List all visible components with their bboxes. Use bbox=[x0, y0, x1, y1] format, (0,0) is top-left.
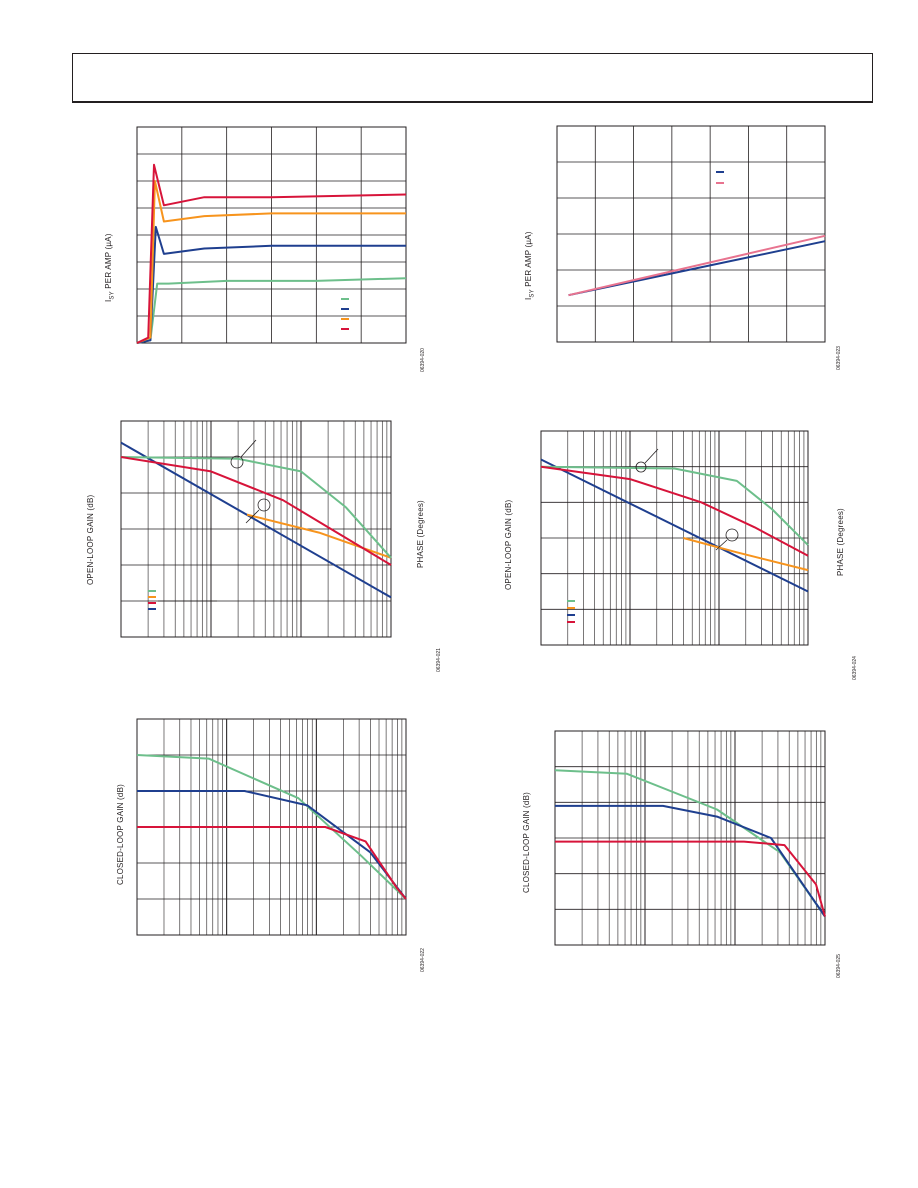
chart-5-series-red bbox=[137, 826, 407, 900]
chart-3-phase-margin-marker bbox=[230, 455, 244, 469]
chart-4-crossover-marker bbox=[725, 528, 739, 542]
chart-1-series-red bbox=[136, 163, 407, 344]
chart-3-callout-line bbox=[240, 439, 257, 458]
chart-3-crossover-marker bbox=[257, 498, 271, 512]
page-header bbox=[72, 53, 873, 103]
chart-3-series-red bbox=[120, 456, 392, 566]
chart-4-series-blue bbox=[540, 458, 809, 593]
chart-2-series-pink bbox=[568, 234, 826, 297]
chart-4-callout-line bbox=[715, 539, 728, 551]
chart-4-series-orange bbox=[683, 537, 809, 572]
chart-1-series-orange bbox=[136, 180, 406, 344]
chart-5-series-blue bbox=[137, 790, 407, 900]
chart-3-series-green bbox=[120, 456, 392, 559]
chart-6-series-green bbox=[554, 769, 826, 918]
chart-5-series-green bbox=[136, 754, 407, 900]
chart-6-series-red bbox=[555, 840, 826, 917]
chart-4-callout-line bbox=[644, 448, 659, 464]
chart-6-series-blue bbox=[555, 804, 826, 918]
chart-3-series-orange bbox=[246, 513, 392, 559]
chart-4-phase-margin-marker bbox=[635, 461, 647, 473]
chart-1-series-blue bbox=[136, 225, 406, 344]
chart-4-series-red bbox=[540, 465, 809, 557]
chart-4-series-green bbox=[540, 465, 809, 546]
chart-3-series-blue bbox=[120, 441, 392, 599]
chart-3-callout-line bbox=[245, 509, 260, 524]
